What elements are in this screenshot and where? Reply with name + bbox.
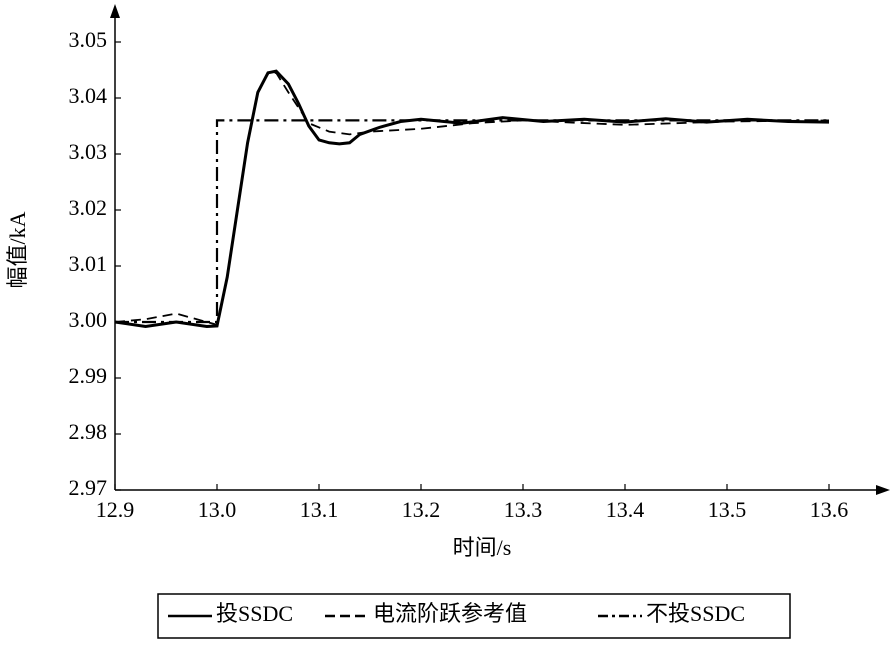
x-tick-label: 12.9 — [96, 497, 135, 522]
y-tick-label: 3.02 — [69, 195, 108, 220]
y-tick-label: 3.01 — [69, 251, 108, 276]
legend-label: 不投SSDC — [646, 601, 745, 626]
y-tick-label: 2.98 — [69, 419, 108, 444]
x-tick-label: 13.0 — [198, 497, 237, 522]
y-axis-arrow — [110, 4, 120, 18]
x-tick-label: 13.4 — [606, 497, 645, 522]
x-axis-label: 时间/s — [453, 535, 512, 560]
y-axis-label: 幅值/kA — [5, 211, 30, 288]
y-tick-label: 3.05 — [69, 27, 108, 52]
y-tick-label: 2.97 — [69, 475, 108, 500]
legend-label: 电流阶跃参考值 — [373, 601, 527, 626]
x-tick-label: 13.5 — [708, 497, 747, 522]
legend-box — [157, 593, 791, 639]
x-tick-label: 13.3 — [504, 497, 543, 522]
y-tick-label: 3.04 — [69, 83, 108, 108]
series-line — [114, 69, 830, 328]
series-line — [114, 71, 830, 326]
y-tick-label: 3.00 — [69, 307, 108, 332]
x-axis-arrow — [876, 485, 890, 495]
y-tick-label: 3.03 — [69, 139, 108, 164]
x-tick-label: 13.6 — [810, 497, 849, 522]
x-tick-label: 13.1 — [300, 497, 339, 522]
y-tick-label: 2.99 — [69, 363, 108, 388]
x-tick-label: 13.2 — [402, 497, 441, 522]
series-line — [115, 119, 829, 324]
legend-label: 投SSDC — [216, 601, 293, 626]
